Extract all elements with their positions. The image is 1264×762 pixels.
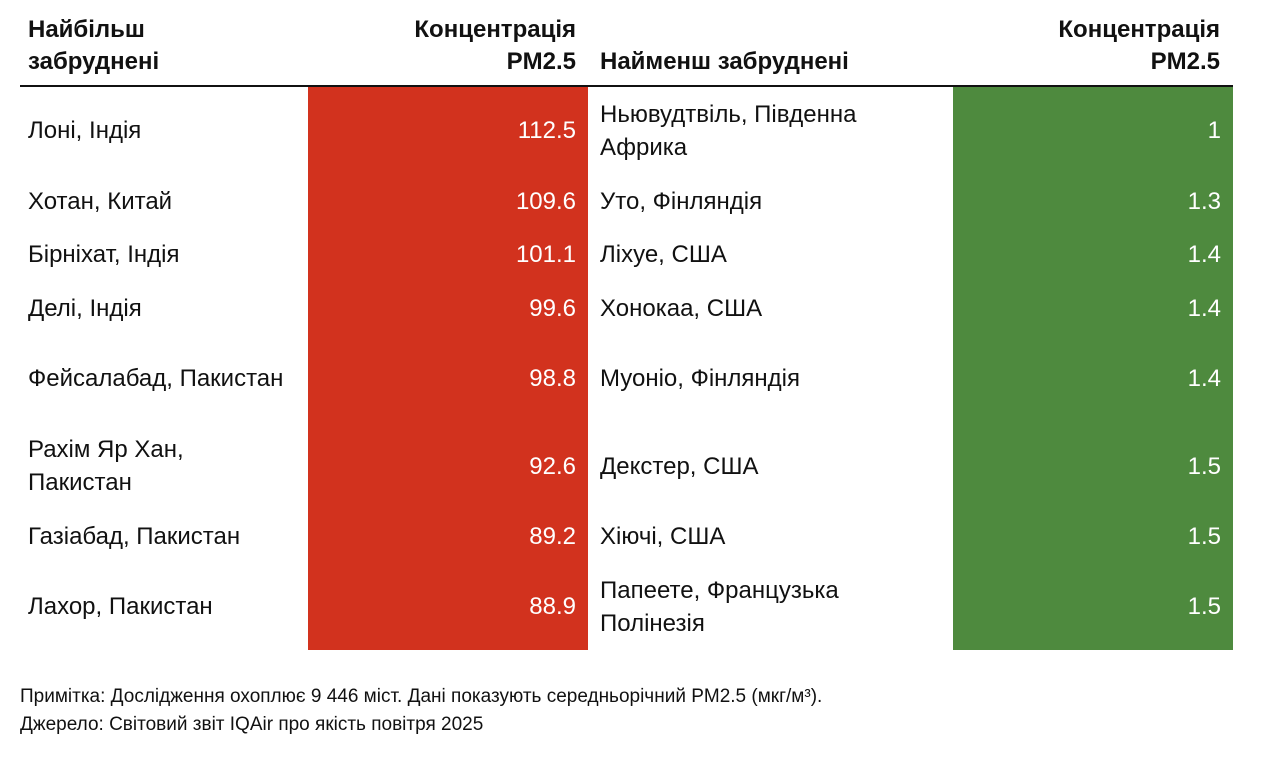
pm-value: 1.4 <box>1187 365 1221 392</box>
pm-value: 1.5 <box>1187 452 1221 480</box>
pm-value: 1.3 <box>1187 188 1221 215</box>
city-name: Папеете, Французька Полінезія <box>600 576 839 637</box>
city-name: Хіючі, США <box>600 523 726 550</box>
pm-value: 1 <box>1207 117 1221 144</box>
pm-value: 89.2 <box>529 523 576 550</box>
pm-value: 99.6 <box>529 294 576 322</box>
green-column <box>953 86 1233 650</box>
header: Найбільш забруднені <box>28 16 160 75</box>
city-name: Делі, Індія <box>28 294 142 322</box>
header: Концентрація PM2.5 <box>1058 16 1220 75</box>
pm-value: 1.5 <box>1187 523 1221 550</box>
city-name: Уто, Фінляндія <box>600 188 763 215</box>
city-name: Хонокаа, США <box>600 294 763 322</box>
city-name: Декстер, США <box>600 452 759 480</box>
pm-value: 112.5 <box>517 117 576 144</box>
header-rule <box>20 85 1233 87</box>
city-name: Муоніо, Фінляндія <box>600 365 801 392</box>
city-name: Бірніхат, Індія <box>28 241 180 268</box>
pm-value: 101.1 <box>515 241 576 268</box>
pm-value: 98.8 <box>529 365 576 392</box>
note: Примітка: Дослідження охоплює 9 446 міст… <box>20 686 823 707</box>
header: Концентрація PM2.5 <box>414 16 576 75</box>
city-name: Газіабад, Пакистан <box>28 523 241 550</box>
source: Джерело: Світовий звіт IQAir про якість … <box>20 714 484 735</box>
pm-value: 92.6 <box>529 452 576 480</box>
city-name: Рахім Яр Хан, Пакистан <box>28 436 184 496</box>
red-column <box>308 86 588 650</box>
pm-value: 88.9 <box>529 593 576 620</box>
city-name: Ньювудтвіль, Південна Африка <box>600 100 857 161</box>
city-name: Хотан, Китай <box>28 188 173 215</box>
city-name: Фейсалабад, Пакистан <box>28 365 284 392</box>
city-name: Лахор, Пакистан <box>28 593 213 620</box>
pm-value: 1.5 <box>1187 593 1221 620</box>
pm-value: 1.4 <box>1187 294 1221 322</box>
pm-value: 1.4 <box>1187 241 1221 268</box>
city-name: Ліхуе, США <box>600 241 727 268</box>
city-name: Лоні, Індія <box>28 117 142 144</box>
pm-value: 109.6 <box>515 188 576 215</box>
header: Найменш забруднені <box>600 48 849 75</box>
